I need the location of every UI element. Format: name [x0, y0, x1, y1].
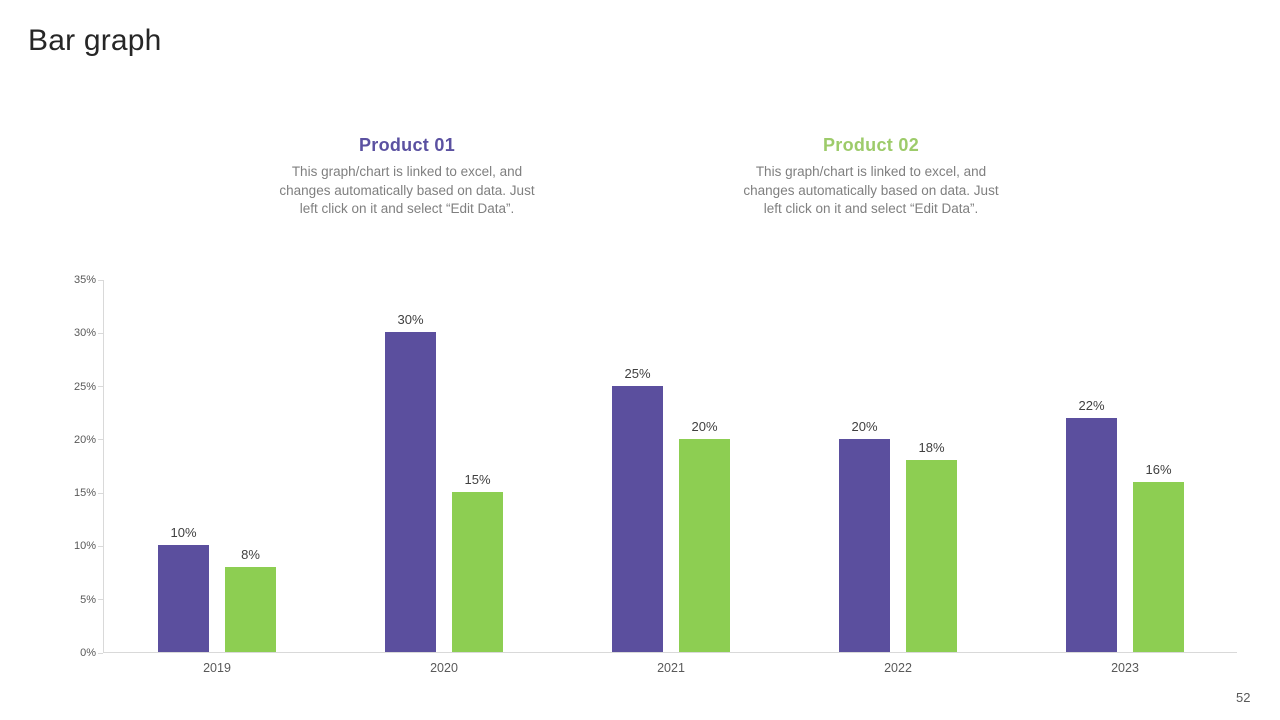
bar-value-label: 10% — [170, 525, 197, 541]
y-axis-tick-mark — [98, 545, 103, 547]
y-axis-tick-label: 15% — [73, 487, 96, 500]
product-heading-2: Product 02 — [822, 135, 920, 155]
y-axis-tick-mark — [98, 652, 103, 654]
y-axis-tick-label: 0% — [80, 647, 96, 659]
bar-product-02-2022: 18% — [906, 440, 957, 652]
bar-product-02-2019: 8% — [225, 547, 276, 652]
y-axis-tick-label: 30% — [73, 327, 96, 340]
product-01-description-line: left click on it and select “Edit Data”. — [299, 201, 515, 216]
product-02-description-line: left click on it and select “Edit Data”. — [763, 201, 979, 216]
product-01-block: Product 01 This graph/chart is linked to… — [247, 135, 567, 219]
bar-group-2021: 25% 20% — [612, 366, 730, 652]
y-axis-tick-mark — [98, 386, 103, 388]
bar-value-label: 8% — [241, 546, 260, 562]
bar-product-01-2019: 10% — [158, 525, 209, 652]
bar-value-label: 16% — [1145, 461, 1172, 477]
product-01-description-line: This graph/chart is linked to excel, and — [291, 164, 523, 179]
bar-group-2019: 10% 8% — [158, 525, 276, 652]
bar-value-label: 20% — [851, 418, 878, 434]
product-02-block: Product 02 This graph/chart is linked to… — [711, 135, 1031, 219]
bar-product-02-2021: 20% — [679, 419, 730, 652]
bar-group-2023: 22% 16% — [1066, 398, 1184, 652]
y-axis-tick-mark — [98, 599, 103, 601]
y-axis-tick-mark — [98, 332, 103, 334]
x-axis-label-2021: 2021 — [657, 661, 685, 675]
bar-group-2022: 20% 18% — [839, 419, 957, 652]
y-axis-tick-label: 5% — [80, 593, 96, 606]
y-axis-tick-mark — [98, 279, 103, 281]
bar-product-01-2022: 20% — [839, 419, 890, 652]
y-axis-tick-label: 25% — [73, 380, 96, 393]
bar-chart-plot-area: 0% 5% 10% 15% 20% 25% 30% 35% 10% 8% 2019 30% 15% 202… — [74, 274, 1237, 675]
y-axis-tick-label: 35% — [73, 274, 96, 286]
page-title: Bar graph — [28, 24, 162, 57]
product-02-description: This graph/chart is linked to excel, and… — [711, 163, 1031, 219]
product-02-description-line: This graph/chart is linked to excel, and — [755, 164, 987, 179]
y-axis-tick-mark — [98, 439, 103, 441]
bar-group-2020: 30% 15% — [385, 312, 503, 652]
bar-value-label: 18% — [918, 440, 945, 456]
x-axis-label-2019: 2019 — [203, 661, 231, 675]
bar-product-01-2023: 22% — [1066, 398, 1117, 652]
bar-value-label: 20% — [691, 418, 718, 434]
bar-product-02-2023: 16% — [1133, 462, 1184, 652]
bar-value-label: 22% — [1078, 397, 1105, 413]
page-number: 52 — [1236, 690, 1251, 705]
product-01-description-line: changes automatically based on data. Jus… — [279, 182, 535, 198]
bar-value-label: 25% — [624, 365, 651, 381]
bar-value-label: 15% — [464, 472, 491, 488]
bar-product-02-2020: 15% — [452, 472, 503, 652]
bar-product-01-2021: 25% — [612, 366, 663, 652]
y-axis-tick-label: 20% — [73, 433, 96, 446]
product-01-description: This graph/chart is linked to excel, and… — [247, 163, 567, 219]
y-axis-tick-label: 10% — [73, 540, 96, 553]
x-axis-label-2020: 2020 — [430, 661, 458, 675]
y-axis-tick-mark — [98, 492, 103, 494]
product-02-description-line: changes automatically based on data. Jus… — [743, 182, 999, 198]
product-heading-1: Product 01 — [358, 135, 456, 155]
bar-product-01-2020: 30% — [385, 312, 436, 652]
bar-value-label: 30% — [397, 312, 424, 328]
x-axis-label-2022: 2022 — [884, 661, 912, 675]
x-axis-label-2023: 2023 — [1111, 661, 1139, 675]
